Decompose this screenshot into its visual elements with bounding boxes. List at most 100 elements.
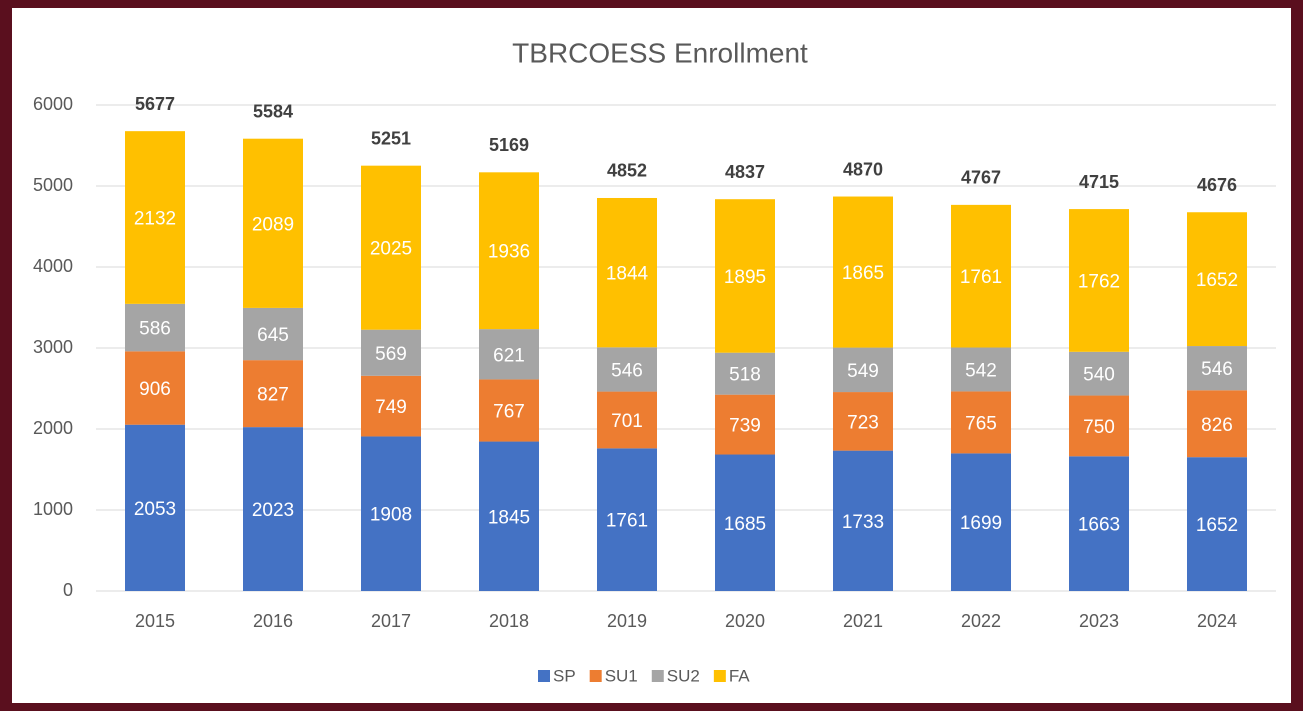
bar-segment xyxy=(951,204,1011,348)
y-tick-label: 2000 xyxy=(33,418,73,438)
total-label: 4715 xyxy=(1079,172,1119,192)
value-label: 906 xyxy=(139,379,171,400)
bar-segment xyxy=(361,329,421,376)
value-label: 542 xyxy=(965,360,997,381)
total-label: 4870 xyxy=(843,159,883,179)
value-label: 1865 xyxy=(842,263,884,284)
bar-segment xyxy=(479,172,539,330)
y-tick-label: 1000 xyxy=(33,499,73,519)
legend-label: FA xyxy=(729,666,750,685)
bar-segment xyxy=(243,360,303,428)
bar-segment xyxy=(125,351,185,425)
value-label: 749 xyxy=(375,397,407,418)
value-label: 1908 xyxy=(370,505,412,526)
value-label: 518 xyxy=(729,365,761,386)
value-label: 750 xyxy=(1083,417,1115,438)
legend-label: SU2 xyxy=(667,666,700,685)
y-tick-label: 0 xyxy=(63,580,73,600)
value-label: 1663 xyxy=(1078,515,1120,536)
total-label: 5251 xyxy=(371,128,411,148)
value-label: 1652 xyxy=(1196,515,1238,536)
y-tick-label: 3000 xyxy=(33,337,73,357)
legend-label: SU1 xyxy=(605,666,638,685)
value-label: 621 xyxy=(493,345,525,366)
x-tick-label: 2024 xyxy=(1197,611,1237,631)
bar-segment xyxy=(951,347,1011,392)
legend-label: SP xyxy=(553,666,576,685)
bar-segment xyxy=(125,424,185,591)
bar-segment xyxy=(597,448,657,591)
value-label: 540 xyxy=(1083,365,1115,386)
x-tick-label: 2016 xyxy=(253,611,293,631)
bar-segment xyxy=(833,196,893,348)
value-label: 827 xyxy=(257,385,289,406)
bar-segment xyxy=(597,347,657,392)
bar-segment xyxy=(833,347,893,393)
bar-segment xyxy=(1069,209,1129,352)
value-label: 1733 xyxy=(842,512,884,533)
value-label: 546 xyxy=(611,360,643,381)
bar-segment xyxy=(1187,346,1247,391)
bar-segment xyxy=(951,391,1011,454)
bar-segment xyxy=(361,436,421,591)
x-tick-label: 2017 xyxy=(371,611,411,631)
value-label: 1685 xyxy=(724,514,766,535)
value-label: 2053 xyxy=(134,499,176,520)
total-label: 4676 xyxy=(1197,175,1237,195)
bar-segment xyxy=(1187,457,1247,591)
bar-segment xyxy=(1069,351,1129,396)
legend-swatch xyxy=(589,670,602,682)
value-label: 549 xyxy=(847,361,879,382)
bar-segment xyxy=(125,131,185,304)
x-tick-label: 2018 xyxy=(489,611,529,631)
bar-segment xyxy=(1069,395,1129,457)
legend-swatch xyxy=(538,670,550,682)
y-tick-label: 6000 xyxy=(33,94,73,114)
value-label: 1845 xyxy=(488,507,530,528)
value-label: 1936 xyxy=(488,242,530,263)
bar-segment xyxy=(715,199,775,353)
value-label: 1761 xyxy=(960,267,1002,288)
x-tick-label: 2022 xyxy=(961,611,1001,631)
total-label: 4852 xyxy=(607,161,647,181)
legend-swatch xyxy=(651,670,664,682)
value-label: 723 xyxy=(847,412,879,433)
value-label: 1762 xyxy=(1078,271,1120,292)
value-label: 546 xyxy=(1201,359,1233,380)
bar-segment xyxy=(125,303,185,352)
total-label: 5169 xyxy=(489,135,529,155)
value-label: 701 xyxy=(611,411,643,432)
x-tick-label: 2019 xyxy=(607,611,647,631)
bar-segment xyxy=(243,307,303,361)
total-label: 4837 xyxy=(725,162,765,182)
value-label: 2023 xyxy=(252,500,294,521)
bar-segment xyxy=(479,441,539,591)
y-tick-label: 4000 xyxy=(33,256,73,276)
value-label: 2132 xyxy=(134,209,176,230)
value-label: 1652 xyxy=(1196,270,1238,291)
bar-segment xyxy=(1069,456,1129,591)
value-label: 1699 xyxy=(960,513,1002,534)
bar-segment xyxy=(479,329,539,380)
x-tick-label: 2015 xyxy=(135,611,175,631)
legend-swatch xyxy=(713,670,726,682)
y-tick-label: 5000 xyxy=(33,175,73,195)
bar-segment xyxy=(361,375,421,437)
value-label: 765 xyxy=(965,413,997,434)
value-label: 1761 xyxy=(606,511,648,532)
value-label: 645 xyxy=(257,325,289,346)
bar-segment xyxy=(597,197,657,348)
value-label: 826 xyxy=(1201,415,1233,436)
value-label: 767 xyxy=(493,402,525,423)
bar-segment xyxy=(1187,390,1247,458)
bar-segment xyxy=(1187,212,1247,347)
bar-segment xyxy=(715,454,775,591)
bar-segment xyxy=(715,352,775,395)
bar-segment xyxy=(361,165,421,330)
total-label: 4767 xyxy=(961,168,1001,188)
value-label: 739 xyxy=(729,416,761,437)
value-label: 586 xyxy=(139,319,171,340)
total-label: 5584 xyxy=(253,101,293,121)
value-label: 2025 xyxy=(370,239,412,260)
total-label: 5677 xyxy=(135,94,175,114)
